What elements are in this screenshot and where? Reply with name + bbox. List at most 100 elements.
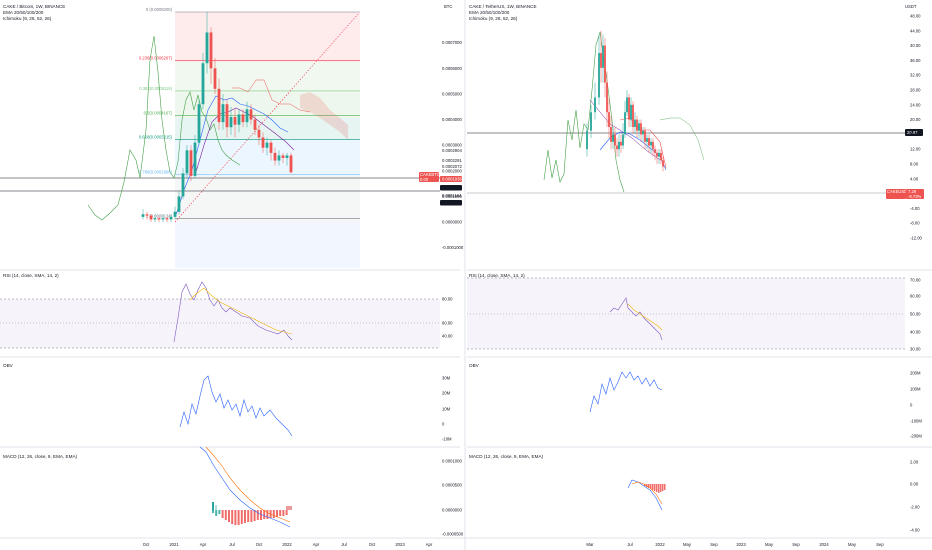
candle-body <box>181 173 185 197</box>
price-axis[interactable]: 0.0007000 0.0006000 0.0005000 0.0004000 0.00… <box>442 40 464 250</box>
ichimoku-indicator-label[interactable]: Ichimoku (9, 26, 52, 26) <box>3 16 52 21</box>
candle-body <box>616 145 618 150</box>
obv-tick-label: -10M <box>442 437 452 442</box>
macd-tick-label: -0.0000500 <box>442 532 464 537</box>
rsi-tick-label: 30.00 <box>910 347 921 352</box>
rsi-axis[interactable]: 80.00 60.00 40.00 <box>442 297 453 339</box>
obv-tick-label: -200M <box>910 434 922 439</box>
rsi-label[interactable]: RSI (14, close, SMA, 14, 2) <box>3 273 59 278</box>
candle-body <box>273 152 277 161</box>
candle-body <box>201 63 205 105</box>
price-marker-label: 0.0002904 <box>442 148 462 153</box>
macd-bar <box>266 510 269 519</box>
time-tick-label: Jul <box>229 542 234 547</box>
candle-body <box>656 152 658 157</box>
candle-body <box>626 97 628 113</box>
candle-body <box>161 218 165 220</box>
macd-label[interactable]: MACD (12, 26, close, 9, EMA, EMA) <box>469 454 544 459</box>
currency-label: BTC <box>444 4 452 9</box>
obv-label[interactable]: OBV <box>3 363 14 368</box>
macd-bar <box>221 510 224 518</box>
macd-bar <box>215 505 217 510</box>
obv-label[interactable]: OBV <box>469 363 480 368</box>
price-axis[interactable]: 48.00 44.00 40.00 36.00 32.00 28.00 24.00 20.00… <box>910 14 923 241</box>
time-axis[interactable]: Oct 2021 Apr Jul Oct 2022 Apr Jul Oct 2023 Apr <box>143 542 433 547</box>
candle-body <box>590 112 592 131</box>
time-tick-label: May <box>848 542 857 547</box>
macd-tick-label: 0.00 <box>910 482 919 487</box>
rsi-tick-label: 80.00 <box>442 297 453 302</box>
trend-line[interactable] <box>174 13 359 223</box>
right-chart[interactable]: CAKE / TetherUS, 1W, BINANCE EMA 20/50/1… <box>467 4 932 547</box>
candle-body <box>269 142 273 153</box>
macd-bar <box>260 510 262 520</box>
candle-body <box>646 138 648 142</box>
candle-body <box>153 218 157 220</box>
price-marker-label: 0.0001091 <box>442 200 462 205</box>
macd-tick-label: -2.00 <box>910 505 920 510</box>
macd-axis[interactable]: 0.0001000 0.0000500 0.0000000 -0.0000500 <box>442 459 464 537</box>
candle-body <box>602 45 604 68</box>
current-symbol: CAKEUSDT <box>887 189 910 194</box>
price-tick-label: 0.0007000 <box>442 40 462 45</box>
rsi-tick-label: 60.00 <box>442 321 453 326</box>
price-marker-bg <box>440 185 462 191</box>
macd-label[interactable]: MACD (12, 26, close, 9, EMA, EMA) <box>3 454 78 459</box>
candle-body <box>193 142 197 176</box>
candle-body <box>630 104 632 120</box>
candle-body <box>660 152 662 161</box>
time-axis[interactable]: Mar Jul 2022 May Sep 2023 May Sep 2024 May Sep <box>586 542 884 547</box>
ema-indicator-label[interactable]: EMA 20/50/100/200 <box>469 10 510 15</box>
macd-bar <box>228 510 230 522</box>
macd-bar <box>240 510 243 524</box>
fib-level-label: 0.236(0.0006297) <box>139 56 173 61</box>
obv-tick-label: 200M <box>910 371 921 376</box>
macd-bar <box>250 510 253 522</box>
price-marker-label: 0.0002072 <box>442 164 462 169</box>
macd-bar <box>285 510 288 515</box>
candle-body <box>628 97 630 120</box>
obv-axis[interactable]: 30M 20M 10M 0 -10M <box>442 376 452 442</box>
chart-title: CAKE / Bitcoin, 1W, BINANCE <box>3 4 65 9</box>
ichimoku-cloud <box>300 92 348 140</box>
time-tick-label: Apr <box>200 542 207 547</box>
price-tick-label: -8.00 <box>910 221 920 226</box>
candle-body <box>608 112 610 127</box>
price-tick-label: -0.0001000 <box>442 245 464 250</box>
macd-bar <box>279 510 282 516</box>
candle-body <box>197 104 201 143</box>
obv-tick-label: -100M <box>910 419 922 424</box>
macd-bar <box>215 510 218 516</box>
left-chart[interactable]: 0 (0.0008200) 0.236(0.0006297) 0.382(0.000… <box>0 4 464 547</box>
obv-line <box>179 375 293 437</box>
fib-level-label: 0 (0.0008200) <box>146 7 173 12</box>
price-tick-label: 44.00 <box>910 28 921 33</box>
time-tick-label: Jul <box>627 542 632 547</box>
candle-body <box>652 141 654 150</box>
current-change: 0.00 <box>420 177 429 182</box>
obv-line <box>589 371 663 413</box>
rsi-label[interactable]: RSI (14, close, SMA, 14, 2) <box>469 273 525 278</box>
time-tick-label: Sep <box>792 542 800 547</box>
candle-body <box>636 119 638 131</box>
candle-body <box>141 214 145 217</box>
fib-level-label: 0.5(0.0004167) <box>144 110 173 115</box>
time-tick-label: Sep <box>876 542 884 547</box>
macd-bar <box>662 484 664 491</box>
ichimoku-indicator-label[interactable]: Ichimoku (9, 26, 52, 26) <box>469 16 518 21</box>
obv-axis[interactable]: 200M 100M 0 -100M -200M <box>910 371 922 439</box>
ema-indicator-label[interactable]: EMA 20/50/100/200 <box>3 10 44 15</box>
macd-axis[interactable]: 2.00 0.00 -2.00 -4.00 <box>910 460 920 533</box>
obv-tick-label: 100M <box>910 387 921 392</box>
rsi-axis[interactable]: 70.00 60.00 50.00 40.00 30.00 <box>910 278 921 352</box>
candle-body <box>209 32 213 69</box>
price-marker-label: 0.0001164 <box>442 193 462 198</box>
current-value-tag <box>440 176 462 182</box>
price-tick-label: 8.00 <box>910 162 919 167</box>
candle-body <box>648 138 650 146</box>
rsi-band <box>467 278 905 349</box>
macd-signal-line <box>205 446 291 523</box>
rsi-tick-label: 70.00 <box>910 278 921 283</box>
price-tick-label: 0.0006000 <box>442 66 462 71</box>
